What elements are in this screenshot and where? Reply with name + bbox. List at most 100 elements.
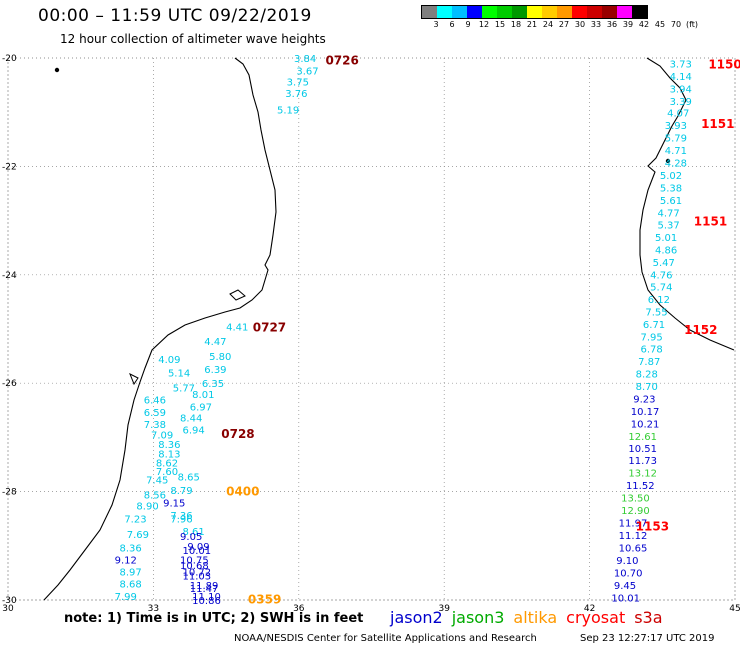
- east-track-wave-height: 9.45: [614, 581, 636, 592]
- west-track-wave-height: 8.62: [156, 458, 178, 469]
- west-track-wave-height: 6.35: [202, 379, 224, 390]
- satellite-name-s3a: s3a: [634, 608, 663, 627]
- east-track-wave-height: 4.77: [657, 208, 679, 219]
- legend-tick-label: 24: [542, 20, 554, 29]
- west-track-wave-height: 5.80: [209, 352, 231, 363]
- west-track-wave-height: 10.68: [180, 561, 209, 572]
- east-track-wave-height: 10.21: [631, 419, 660, 430]
- legend-swatch: [452, 6, 467, 18]
- east-track-wave-height: 9.10: [616, 556, 638, 567]
- legend-swatch: [632, 6, 647, 18]
- west-track-wave-height: 8.68: [119, 580, 141, 591]
- west-track-wave-height: 10.72: [182, 567, 211, 578]
- west-track-wave-height: 11.89: [190, 581, 219, 592]
- legend-swatch: [542, 6, 557, 18]
- west-track-wave-height: 8.79: [170, 486, 192, 497]
- legend-swatch: [467, 6, 482, 18]
- east-track-wave-height: 10.70: [614, 568, 643, 579]
- legend-swatch: [422, 6, 437, 18]
- east-track-wave-height: 12.90: [621, 506, 650, 517]
- west-track-wave-height: 9.05: [180, 532, 202, 543]
- x-tick-label: 33: [148, 604, 159, 614]
- east-track-wave-height: 4.86: [655, 245, 677, 256]
- east-track-wave-height: 3.73: [670, 59, 692, 70]
- east-track-wave-height: 7.87: [638, 357, 660, 368]
- island-marker: [665, 158, 671, 164]
- y-tick-label: -20: [2, 54, 17, 64]
- axis-labels: 30 33 36 39 42 45 -20 -22 -24 -26 -28 -30: [2, 54, 740, 614]
- africa-coastline: [43, 57, 277, 601]
- y-tick-label: -28: [2, 488, 17, 498]
- legend-tick-label: 30: [574, 20, 586, 29]
- west-track-wave-height: 7.69: [127, 530, 149, 541]
- west-track-wave-height: 5.14: [168, 368, 190, 379]
- east-track-wave-height: 11.73: [628, 456, 657, 467]
- east-track-wave-height: 10.65: [619, 543, 648, 554]
- west-track-wave-height: 7.99: [115, 592, 137, 603]
- east-track-wave-height: 10.17: [631, 407, 660, 418]
- pass-time-label: 1152: [684, 323, 717, 337]
- legend-tick-label: 27: [558, 20, 570, 29]
- graticule: [7, 57, 736, 601]
- east-track-wave-height: 3.39: [670, 97, 692, 108]
- legend-swatch: [617, 6, 632, 18]
- west-track-wave-height: 5.19: [277, 105, 299, 116]
- west-track-wave-height: 7.38: [144, 420, 166, 431]
- satellite-name-cryosat: cryosat: [566, 608, 626, 627]
- west-track-wave-height: 3.75: [287, 77, 309, 88]
- map-title: 00:00 – 11:59 UTC 09/22/2019: [38, 6, 312, 26]
- color-scale-labels: 3 6 9 12 15 18 21 24 27 30 33 36 39 42 45 70 (ft): [421, 20, 740, 34]
- legend-swatch: [587, 6, 602, 18]
- west-track-wave-height: 8.01: [192, 390, 214, 401]
- west-track-wave-height: 9.12: [115, 555, 137, 566]
- pass-time-label: 0726: [325, 54, 358, 68]
- y-tick-label: -22: [2, 162, 17, 172]
- east-track-wave-height: 5.38: [660, 184, 682, 195]
- west-track-wave-height: 8.44: [180, 413, 202, 424]
- legend-tick-label: 21: [526, 20, 538, 29]
- legend-swatch: [437, 6, 452, 18]
- west-track-wave-height: 7.45: [146, 476, 168, 487]
- x-tick-label: 45: [729, 604, 740, 614]
- satellite-name-jason3: jason3: [451, 608, 505, 627]
- west-track-wave-height: 6.46: [144, 395, 166, 406]
- legend-tick-label: 42: [638, 20, 650, 29]
- east-track-wave-height: 5.74: [650, 283, 672, 294]
- africa-coast-inlet: [229, 289, 246, 301]
- east-track-wave-height: 4.76: [650, 270, 672, 281]
- west-track-wave-height: 5.77: [173, 384, 195, 395]
- east-track-wave-height: 4.14: [670, 72, 692, 83]
- east-track-wave-height: 8.28: [636, 369, 658, 380]
- east-track-wave-height: 3.93: [665, 121, 687, 132]
- y-tick-label: -24: [2, 271, 17, 281]
- west-track-wave-height: 7.09: [151, 431, 173, 442]
- east-track-wave-height: 5.01: [655, 233, 677, 244]
- east-track-wave-height: 4.07: [667, 109, 689, 120]
- west-track-wave-height: 8.36: [119, 543, 141, 554]
- east-track-wave-height: 5.02: [660, 171, 682, 182]
- west-track-wave-height: 9.15: [163, 498, 185, 509]
- legend-swatch: [527, 6, 542, 18]
- west-track-wave-height: 8.56: [144, 490, 166, 501]
- pass-time-label: 1151: [694, 215, 727, 229]
- east-track-wave-height: 8.70: [636, 382, 658, 393]
- east-track-wave-height: 12.61: [628, 432, 657, 443]
- x-tick-label: 39: [438, 604, 450, 614]
- west-track-wave-height: 10.86: [192, 596, 221, 607]
- east-track-wave-height: 11.52: [626, 481, 655, 492]
- west-track-wave-height: 9.09: [187, 542, 209, 553]
- madagascar-coastline: [639, 57, 735, 351]
- east-track-wave-height: 3.94: [670, 84, 692, 95]
- east-track-wave-height: 5.79: [665, 134, 687, 145]
- color-scale-legend: [421, 5, 648, 19]
- west-track-wave-height: 8.13: [158, 450, 180, 461]
- east-track-wave-height: 10.01: [611, 593, 640, 604]
- satellite-legend: jason2 jason3 altika cryosat s3a: [390, 608, 672, 627]
- satellite-name-altika: altika: [513, 608, 558, 627]
- legend-tick-label: 3: [433, 20, 439, 29]
- east-track-wave-height: 10.51: [628, 444, 657, 455]
- pass-time-label: 0400: [226, 485, 259, 499]
- legend-tick-label: 15: [494, 20, 506, 29]
- west-track-wave-height: 4.09: [158, 355, 180, 366]
